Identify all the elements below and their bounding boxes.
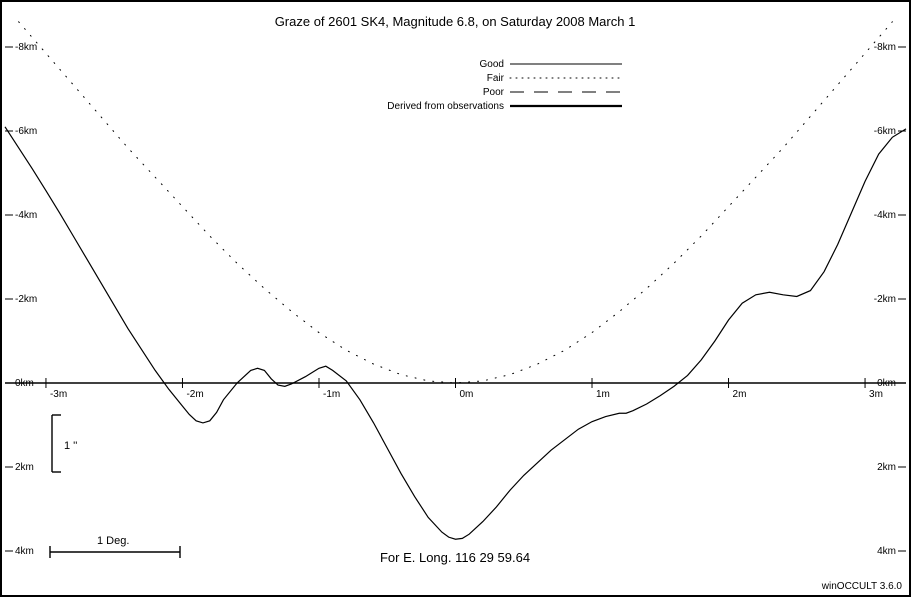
- x-tick-label: -3m: [50, 389, 67, 400]
- y-tick-label-right: -8km: [874, 42, 896, 53]
- x-tick-label: 1m: [596, 389, 610, 400]
- y-tick-label-left: 2km: [15, 462, 34, 473]
- arcsec-scale-label: 1 '': [64, 440, 77, 452]
- degree-scale-label: 1 Deg.: [97, 535, 129, 547]
- y-tick-label-left: -6km: [15, 126, 37, 137]
- y-tick-label-left: 4km: [15, 546, 34, 557]
- x-tick-label: 3m: [869, 389, 883, 400]
- legend-label: Fair: [487, 73, 505, 84]
- y-tick-label-right: -6km: [874, 126, 896, 137]
- y-tick-label-left: -4km: [15, 210, 37, 221]
- y-tick-label-left: 0km: [15, 378, 34, 389]
- x-tick-label: 0m: [460, 389, 474, 400]
- legend-label: Good: [480, 59, 504, 70]
- y-tick-label-right: 0km: [877, 378, 896, 389]
- legend-label: Poor: [483, 87, 505, 98]
- chart-title: Graze of 2601 SK4, Magnitude 6.8, on Sat…: [275, 14, 636, 29]
- graze-profile-chart: Graze of 2601 SK4, Magnitude 6.8, on Sat…: [0, 0, 911, 597]
- y-tick-label-right: -2km: [874, 294, 896, 305]
- y-tick-label-right: 2km: [877, 462, 896, 473]
- footer-longitude: For E. Long. 116 29 59.64: [380, 550, 530, 565]
- y-tick-label-right: 4km: [877, 546, 896, 557]
- y-tick-label-left: -2km: [15, 294, 37, 305]
- y-tick-label-left: -8km: [15, 42, 37, 53]
- x-tick-label: -2m: [186, 389, 203, 400]
- legend-label: Derived from observations: [387, 101, 504, 112]
- chart-svg: Graze of 2601 SK4, Magnitude 6.8, on Sat…: [2, 2, 909, 595]
- x-tick-label: 2m: [733, 389, 747, 400]
- y-tick-label-right: -4km: [874, 210, 896, 221]
- fair-limit-curve: [19, 22, 893, 383]
- software-version: winOCCULT 3.6.0: [821, 581, 903, 592]
- x-tick-label: -1m: [323, 389, 340, 400]
- limb-profile-curve: [5, 127, 906, 539]
